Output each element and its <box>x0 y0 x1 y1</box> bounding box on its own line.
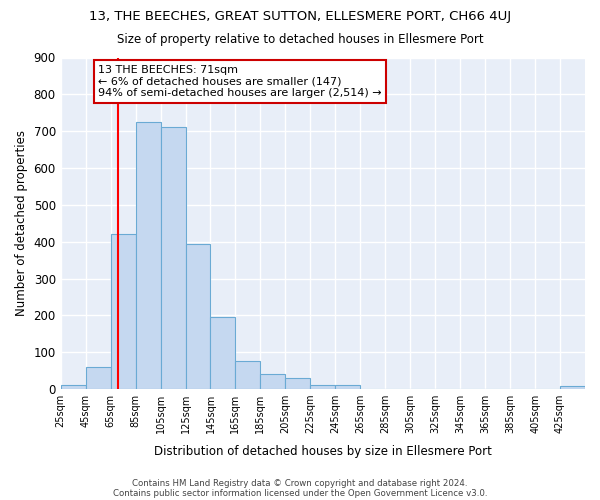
Text: Size of property relative to detached houses in Ellesmere Port: Size of property relative to detached ho… <box>116 32 484 46</box>
Text: 13, THE BEECHES, GREAT SUTTON, ELLESMERE PORT, CH66 4UJ: 13, THE BEECHES, GREAT SUTTON, ELLESMERE… <box>89 10 511 23</box>
Bar <box>310 384 335 389</box>
Text: Contains public sector information licensed under the Open Government Licence v3: Contains public sector information licen… <box>113 488 487 498</box>
Bar <box>235 362 260 389</box>
Text: Contains HM Land Registry data © Crown copyright and database right 2024.: Contains HM Land Registry data © Crown c… <box>132 478 468 488</box>
Bar <box>335 384 360 389</box>
Bar <box>286 378 310 389</box>
Bar <box>110 234 136 389</box>
X-axis label: Distribution of detached houses by size in Ellesmere Port: Distribution of detached houses by size … <box>154 444 492 458</box>
Bar <box>211 317 235 389</box>
Bar <box>185 244 211 389</box>
Text: 13 THE BEECHES: 71sqm
← 6% of detached houses are smaller (147)
94% of semi-deta: 13 THE BEECHES: 71sqm ← 6% of detached h… <box>98 65 382 98</box>
Bar <box>560 386 585 389</box>
Bar <box>136 122 161 389</box>
Bar <box>86 367 110 389</box>
Bar <box>61 386 86 389</box>
Bar <box>260 374 286 389</box>
Bar <box>161 128 185 389</box>
Y-axis label: Number of detached properties: Number of detached properties <box>15 130 28 316</box>
